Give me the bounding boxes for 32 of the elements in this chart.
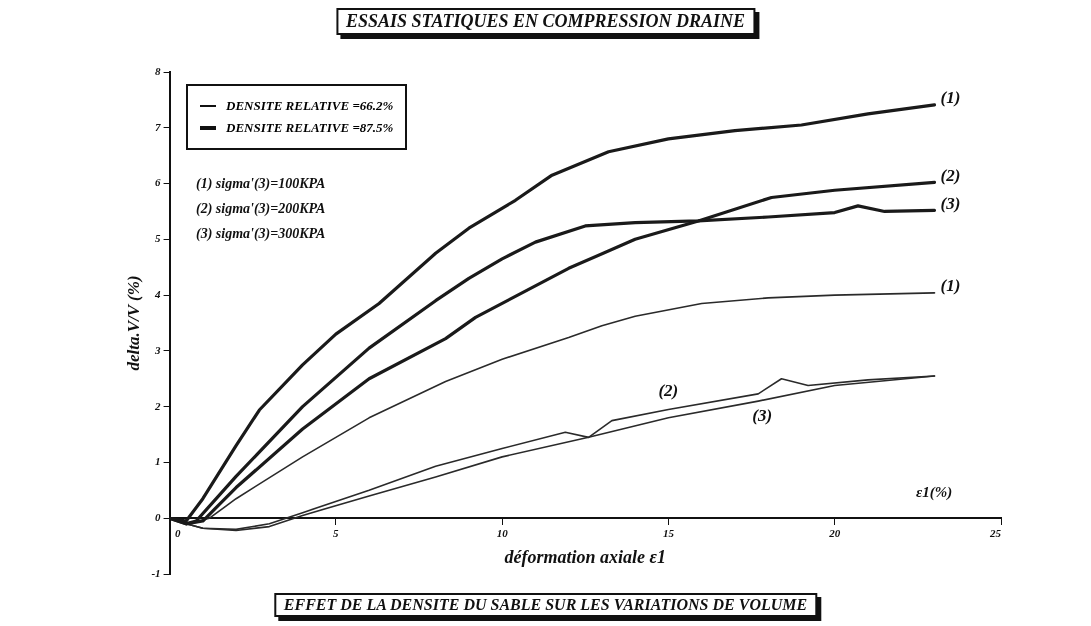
y-tick-label: 1: [155, 455, 161, 468]
y-tick-label: 4: [154, 287, 162, 300]
series-label: (2): [940, 165, 961, 185]
y-tick-label: 8: [155, 64, 162, 77]
x-tick-label: 15: [662, 526, 675, 539]
annotation: (2) sigma'(3)=200KPA: [196, 201, 326, 217]
y-tick-label: 6: [155, 176, 162, 189]
x-tick-label: 10: [496, 526, 509, 539]
chart-title: ESSAIS STATIQUES EN COMPRESSION DRAINE: [335, 8, 756, 35]
y-tick-label: 2: [154, 399, 162, 412]
annotation: (3) sigma'(3)=300KPA: [196, 226, 326, 242]
annotation: DENSITE RELATIVE =87.5%: [226, 120, 394, 136]
series-label: (2): [658, 380, 679, 400]
x-tick-label: 0: [169, 526, 182, 539]
y-tick-label: -1: [151, 566, 161, 579]
series-label: (1): [940, 88, 961, 108]
x-axis-title: déformation axiale ε1: [504, 546, 666, 567]
x-tick-label: 5: [333, 526, 340, 539]
y-tick-label: 7: [155, 120, 162, 133]
annotation: DENSITE RELATIVE =66.2%: [226, 98, 394, 114]
x-tick-label: 25: [989, 526, 1002, 539]
annotation: ε1(%): [916, 484, 953, 501]
x-tick-label: 20: [828, 526, 841, 539]
text: EFFET DE LA DENSITE DU SABLE SUR LES VARIATIONS DE VOLUME: [273, 593, 818, 617]
y-tick-label: 3: [154, 343, 162, 356]
series-label: (1): [940, 276, 961, 296]
y-tick-label: 5: [155, 232, 162, 245]
y-axis-title: delta.V/V (%): [123, 275, 143, 371]
series-label: (3): [940, 193, 961, 213]
series-label: (3): [752, 406, 773, 426]
y-tick-label: 0: [155, 511, 162, 524]
annotation: (1) sigma'(3)=100KPA: [196, 176, 326, 192]
